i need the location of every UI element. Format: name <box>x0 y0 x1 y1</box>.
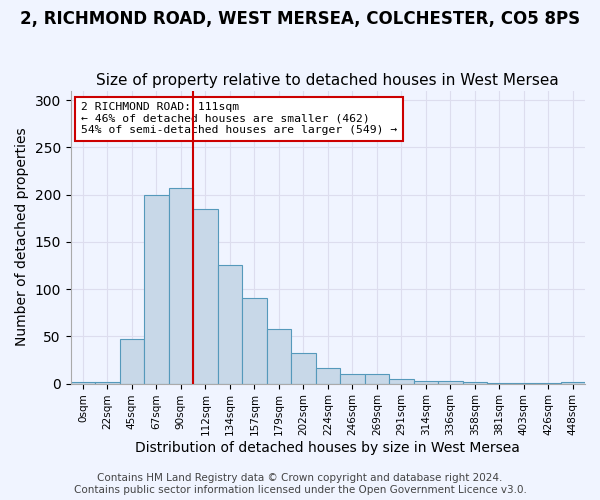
Bar <box>144 194 169 384</box>
Bar <box>487 382 512 384</box>
Text: 2, RICHMOND ROAD, WEST MERSEA, COLCHESTER, CO5 8PS: 2, RICHMOND ROAD, WEST MERSEA, COLCHESTE… <box>20 10 580 28</box>
Bar <box>536 382 560 384</box>
Bar <box>512 382 536 384</box>
Bar <box>413 381 438 384</box>
Bar <box>71 382 95 384</box>
Bar <box>119 339 144 384</box>
Bar <box>438 381 463 384</box>
Text: Contains HM Land Registry data © Crown copyright and database right 2024.
Contai: Contains HM Land Registry data © Crown c… <box>74 474 526 495</box>
Bar <box>389 379 413 384</box>
Bar <box>266 329 291 384</box>
Bar <box>169 188 193 384</box>
Title: Size of property relative to detached houses in West Mersea: Size of property relative to detached ho… <box>97 73 559 88</box>
Bar <box>560 382 585 384</box>
Bar <box>218 266 242 384</box>
Bar <box>95 382 119 384</box>
Bar <box>340 374 365 384</box>
Bar <box>365 374 389 384</box>
Bar <box>242 298 266 384</box>
Bar <box>316 368 340 384</box>
Text: 2 RICHMOND ROAD: 111sqm
← 46% of detached houses are smaller (462)
54% of semi-d: 2 RICHMOND ROAD: 111sqm ← 46% of detache… <box>81 102 397 136</box>
Y-axis label: Number of detached properties: Number of detached properties <box>15 128 29 346</box>
Bar <box>193 208 218 384</box>
X-axis label: Distribution of detached houses by size in West Mersea: Distribution of detached houses by size … <box>136 441 520 455</box>
Bar <box>463 382 487 384</box>
Bar <box>291 354 316 384</box>
